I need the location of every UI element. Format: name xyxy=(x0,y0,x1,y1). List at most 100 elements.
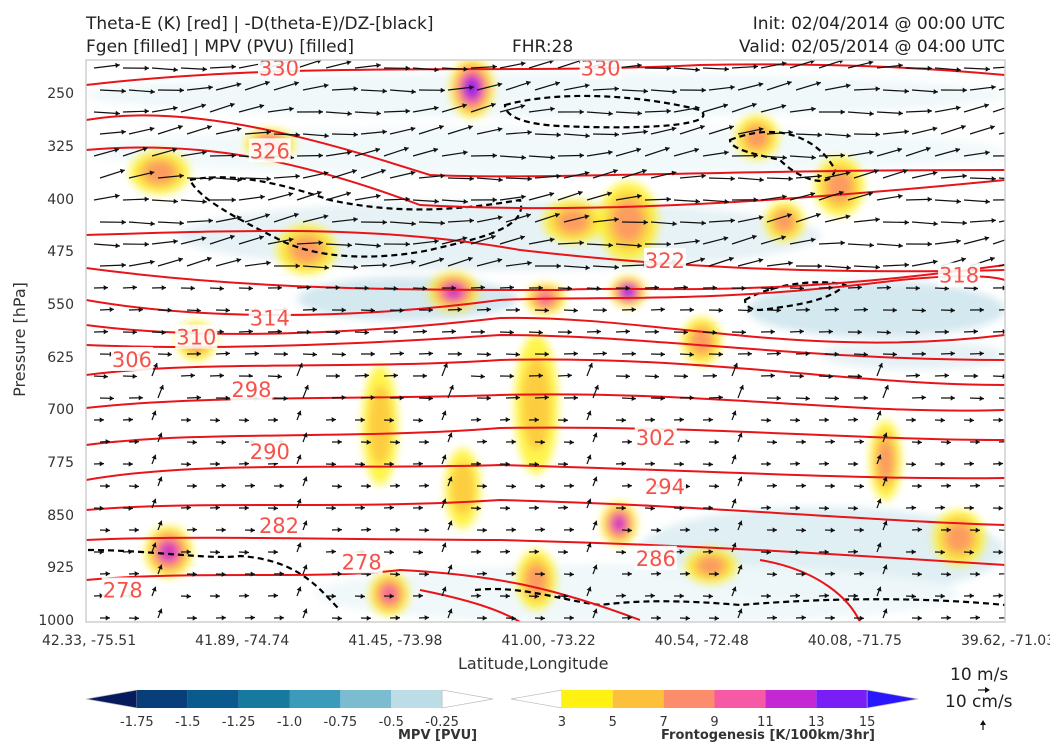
wind-vector-head xyxy=(876,498,882,504)
wind-vector xyxy=(296,154,324,157)
wind-vector xyxy=(876,64,903,69)
wind-vector-head xyxy=(758,215,764,221)
wind-vector-head xyxy=(540,571,545,577)
wind-vector xyxy=(325,243,352,246)
wind-vector xyxy=(563,84,590,91)
wind-vector-head xyxy=(573,351,578,357)
wind-vector-head xyxy=(708,505,713,511)
fgen-colorbar: 3 5 7 9 11 13 15 xyxy=(510,689,919,730)
wind-vector-head xyxy=(318,240,323,246)
theta-e-contour xyxy=(86,498,1005,526)
wind-vector xyxy=(354,194,381,201)
wind-vector xyxy=(679,175,706,179)
wind-vector xyxy=(673,199,700,203)
wind-vector-head xyxy=(393,285,398,292)
colorbar-cell xyxy=(340,690,392,708)
y-tick-label: 475 xyxy=(47,244,74,261)
wind-vector-head xyxy=(534,461,539,467)
wind-vector-head xyxy=(366,439,371,445)
wind-vector xyxy=(499,104,526,113)
wind-vector xyxy=(534,213,560,223)
wind-vector-head xyxy=(486,395,491,401)
wind-vector-head xyxy=(759,177,764,183)
wind-vector xyxy=(273,81,300,91)
theta-e-contour xyxy=(86,264,1005,292)
wind-vector xyxy=(244,261,271,267)
colorbar-cell xyxy=(289,690,341,708)
wind-vector-head xyxy=(567,329,572,335)
wind-vector xyxy=(963,199,990,203)
wind-vector-head xyxy=(637,62,642,69)
wind-vector-head xyxy=(293,212,299,218)
wind-vector-head xyxy=(969,505,974,511)
contour-label: 306 xyxy=(112,348,152,372)
wind-vector xyxy=(99,89,126,92)
contour-label: 278 xyxy=(342,550,382,574)
wind-vector xyxy=(876,195,903,201)
wind-vector-head xyxy=(770,329,775,335)
wind-vector-head xyxy=(955,105,961,111)
contour-label: 290 xyxy=(250,440,290,464)
fgen-blob xyxy=(613,516,626,531)
wind-vector-head xyxy=(579,240,584,246)
wind-vector-head xyxy=(549,60,554,65)
wind-vector-head xyxy=(424,483,429,489)
wind-vector-head xyxy=(859,439,864,445)
wind-vector xyxy=(702,104,729,113)
wind-vector-head xyxy=(399,351,404,357)
wind-vector-head xyxy=(932,259,938,265)
wind-vector-head xyxy=(569,439,574,445)
wind-vector-head xyxy=(863,395,868,401)
wind-vector-head xyxy=(569,615,574,621)
wind-vector xyxy=(267,238,294,245)
wind-vector-head xyxy=(585,133,590,139)
wind-vector-head xyxy=(650,593,655,599)
wind-vector-head xyxy=(679,593,684,599)
wind-vector-head xyxy=(979,395,984,401)
wind-vector xyxy=(186,257,212,267)
wind-vector-head xyxy=(389,593,394,599)
wind-vector-head xyxy=(277,285,282,291)
wind-vector-head xyxy=(556,132,561,138)
wind-vector-head xyxy=(689,351,694,358)
wind-vector xyxy=(911,260,938,267)
wind-vector xyxy=(824,84,851,91)
wind-vector xyxy=(418,258,445,267)
wind-vector-head xyxy=(364,373,369,379)
wind-vector xyxy=(644,198,672,201)
wind-vector-head xyxy=(846,133,851,139)
wind-vector-head xyxy=(128,417,133,423)
wind-vector xyxy=(383,110,411,113)
wind-vector-head xyxy=(192,615,197,621)
wind-vector-head xyxy=(685,615,690,621)
wind-vector-head xyxy=(969,593,974,599)
wind-vector-head xyxy=(723,103,728,109)
contour-label-bg xyxy=(248,138,291,163)
wind-vector-head xyxy=(766,461,771,467)
wind-vector-head xyxy=(486,351,491,357)
wind-vector xyxy=(151,106,178,113)
wind-vector-head xyxy=(724,198,729,205)
wind-vector-head xyxy=(179,220,184,226)
wind-vector-head xyxy=(544,394,549,401)
wind-vector-head xyxy=(917,439,922,445)
wind-vector-head xyxy=(679,417,684,423)
wind-vector-head xyxy=(666,65,671,71)
forecast-hour: FHR:28 xyxy=(512,37,574,57)
wind-vector xyxy=(360,130,387,135)
y-tick-label: 400 xyxy=(47,191,74,208)
wind-vector-head xyxy=(853,461,858,467)
wind-vector-head xyxy=(376,62,381,69)
wind-vector-head xyxy=(685,571,690,577)
wind-vector-head xyxy=(422,373,427,379)
wind-vector-head xyxy=(772,615,777,621)
wind-vector xyxy=(760,62,787,69)
wind-vector-head xyxy=(231,152,236,159)
wind-vector-head xyxy=(700,257,705,263)
wind-vector-head xyxy=(273,549,278,555)
wind-vector-head xyxy=(304,384,309,390)
wind-vector-head xyxy=(370,307,375,314)
wind-vector xyxy=(766,131,793,135)
wind-vector xyxy=(737,258,764,267)
wind-vector-head xyxy=(538,373,543,379)
